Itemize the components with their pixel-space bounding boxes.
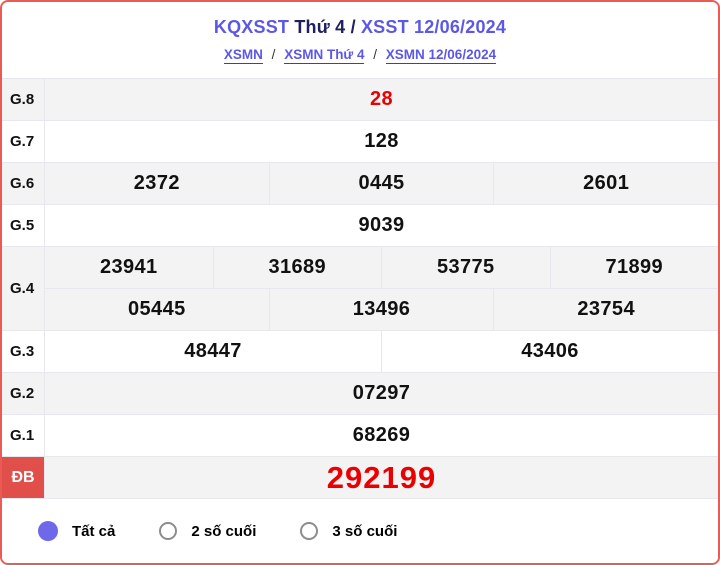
prize-value: 05445 [128,298,186,320]
page-title: KQXSST Thứ 4 / XSST 12/06/2024 [2,17,718,38]
prize-value: 128 [364,130,399,152]
prize-row-g7: G.7 128 [2,120,718,162]
filter-option-all[interactable]: Tất cả [38,521,115,541]
prize-value: 68269 [352,424,411,446]
prize-label-db: ĐB [2,457,44,498]
breadcrumb-separator: / [271,47,276,62]
prize-row-g6: G.6 2372 0445 2601 [2,162,718,204]
prize-value: 53775 [381,247,550,288]
breadcrumb-link-xsmn[interactable]: XSMN [223,47,263,64]
breadcrumb-link-xsmn-date[interactable]: XSMN 12/06/2024 [385,47,497,64]
prize-value: 31689 [212,247,382,288]
prize-row-g4: G.4 23941 31689 53775 71899 05445 13496 … [2,246,718,330]
prize-row-db: ĐB 292199 [2,456,718,498]
radio-unselected-icon [159,522,178,540]
prize-value: 28 [369,88,394,110]
prize-value: 71899 [549,247,719,288]
prize-row-g5: G.5 9039 [2,204,718,246]
breadcrumb: XSMN / XSMN Thứ 4 / XSMN 12/06/2024 [2,47,718,64]
prize-value: 48447 [184,340,242,362]
prize-row-g8: G.8 28 [2,78,718,120]
prize-value: 2601 [493,163,718,204]
filter-bar: Tất cả 2 số cuối 3 số cuối [2,498,718,563]
prize-value: 13496 [268,289,494,330]
page-title-date: XSST 12/06/2024 [360,17,507,37]
radio-unselected-icon [300,522,319,540]
radio-selected-icon [38,521,58,541]
prize-label-g3: G.3 [10,343,35,360]
prize-label-g1: G.1 [10,427,35,444]
prize-value: 23941 [99,256,158,278]
jackpot-value: 292199 [326,459,437,495]
prize-label-g5: G.5 [10,217,35,234]
filter-option-last2[interactable]: 2 số cuối [159,522,256,540]
prize-label-g4: G.4 [10,280,35,297]
prize-value: 9039 [358,214,405,236]
prize-label-g7: G.7 [10,133,35,150]
filter-label: Tất cả [72,522,116,540]
prize-label-g8: G.8 [10,91,35,108]
prize-value: 2372 [133,172,180,194]
prize-value: 43406 [381,331,718,372]
prize-row-g2: G.2 07297 [2,372,718,414]
results-table: G.8 28 G.7 128 G.6 2372 0445 2601 G.5 90… [2,78,718,498]
prize-label-g2: G.2 [10,385,35,402]
breadcrumb-separator: / [373,47,378,62]
page-title-day: Thứ 4 / [289,17,361,37]
prize-row-g3: G.3 48447 43406 [2,330,718,372]
prize-value: 23754 [493,289,718,330]
prize-row-g1: G.1 68269 [2,414,718,456]
page-title-kqxsst: KQXSST [213,17,290,37]
filter-label: 3 số cuối [332,522,398,540]
filter-option-last3[interactable]: 3 số cuối [300,522,397,540]
results-header: KQXSST Thứ 4 / XSST 12/06/2024 XSMN / XS… [2,2,718,78]
breadcrumb-link-xsmn-thu4[interactable]: XSMN Thứ 4 [284,47,365,64]
filter-label: 2 số cuối [191,522,257,540]
prize-value: 0445 [268,163,494,204]
prize-value: 07297 [352,382,411,404]
prize-label-g6: G.6 [10,175,35,192]
